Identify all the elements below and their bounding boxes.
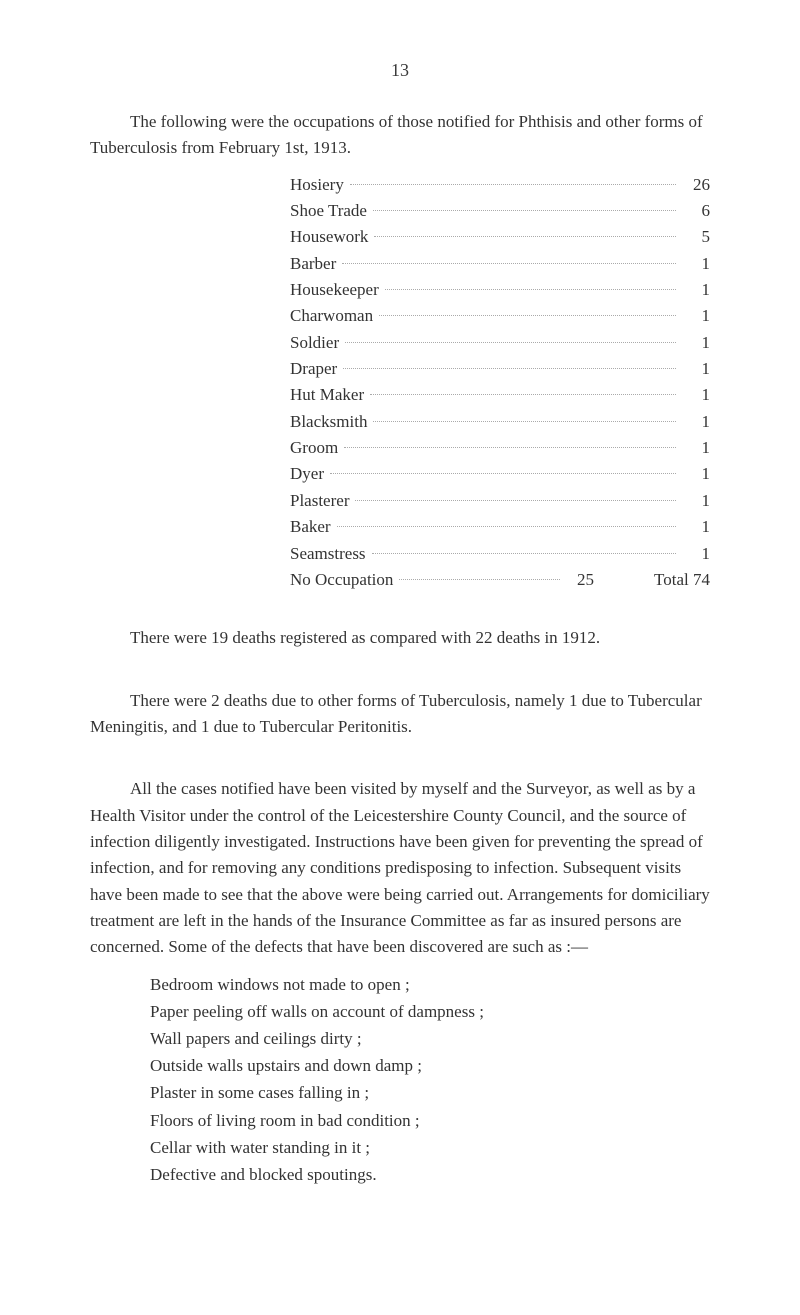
occupation-row: Housework 5: [290, 224, 710, 250]
intro-paragraph: The following were the occupations of th…: [90, 109, 710, 162]
occupation-count: 1: [682, 330, 710, 356]
dot-leaders: [345, 341, 676, 343]
deaths-registered-paragraph: There were 19 deaths registered as compa…: [90, 625, 710, 651]
occupation-count: 25: [566, 567, 594, 593]
dot-leaders: [337, 525, 676, 527]
other-forms-paragraph: There were 2 deaths due to other forms o…: [90, 688, 710, 741]
occupation-row: Dyer 1: [290, 461, 710, 487]
occupation-count: 1: [682, 461, 710, 487]
defect-item: Cellar with water standing in it ;: [150, 1134, 710, 1161]
occupation-row: Seamstress 1: [290, 541, 710, 567]
occupation-label: Plasterer: [290, 488, 349, 514]
occupation-row: Soldier 1: [290, 330, 710, 356]
defect-item: Outside walls upstairs and down damp ;: [150, 1052, 710, 1079]
occupation-count: 6: [682, 198, 710, 224]
occupation-count: 1: [682, 488, 710, 514]
occupation-row: Plasterer 1: [290, 488, 710, 514]
occupation-label: Draper: [290, 356, 337, 382]
dot-leaders: [374, 235, 676, 237]
occupation-label: Blacksmith: [290, 409, 367, 435]
occupation-count: 26: [682, 172, 710, 198]
occupation-row: Blacksmith 1: [290, 409, 710, 435]
occupations-list: Hosiery26Shoe Trade6Housework5Barber1Hou…: [290, 172, 710, 594]
page-number: 13: [90, 60, 710, 81]
occupation-label: Dyer: [290, 461, 324, 487]
occupation-label: Barber: [290, 251, 336, 277]
occupation-count: 1: [682, 356, 710, 382]
occupation-row: Hosiery 26: [290, 172, 710, 198]
occupation-row: Draper 1: [290, 356, 710, 382]
occupation-row: Shoe Trade 6: [290, 198, 710, 224]
occupations-total: Total 74: [654, 567, 710, 593]
occupation-count: 1: [682, 514, 710, 540]
occupation-count: 1: [682, 251, 710, 277]
occupation-count: 1: [682, 409, 710, 435]
occupation-label: Hosiery: [290, 172, 344, 198]
dot-leaders: [343, 367, 676, 369]
occupation-row: Groom 1: [290, 435, 710, 461]
occupation-label: Hut Maker: [290, 382, 364, 408]
dot-leaders: [373, 420, 676, 422]
dot-leaders: [385, 288, 676, 290]
occupation-row: Housekeeper 1: [290, 277, 710, 303]
defect-item: Plaster in some cases falling in ;: [150, 1079, 710, 1106]
occupation-count: 1: [682, 303, 710, 329]
occupation-count: 1: [682, 277, 710, 303]
occupation-row: Baker 1: [290, 514, 710, 540]
occupation-label: Groom: [290, 435, 338, 461]
dot-leaders: [330, 472, 676, 474]
defect-item: Wall papers and ceilings dirty ;: [150, 1025, 710, 1052]
dot-leaders: [379, 314, 676, 316]
occupation-label: Seamstress: [290, 541, 366, 567]
defect-item: Floors of living room in bad condition ;: [150, 1107, 710, 1134]
occupation-label: Soldier: [290, 330, 339, 356]
occupation-label: Baker: [290, 514, 331, 540]
dot-leaders: [342, 262, 676, 264]
dot-leaders: [370, 393, 676, 395]
dot-leaders: [399, 578, 560, 580]
occupation-row: No Occupation 25 Total 74: [290, 567, 710, 593]
dot-leaders: [355, 499, 676, 501]
occupation-count: 1: [682, 382, 710, 408]
dot-leaders: [350, 183, 676, 185]
document-page: 13 The following were the occupations of…: [0, 0, 800, 1315]
occupation-count: 1: [682, 435, 710, 461]
defect-item: Defective and blocked spoutings.: [150, 1161, 710, 1188]
occupation-row: Barber 1: [290, 251, 710, 277]
occupation-label: No Occupation: [290, 567, 393, 593]
occupation-row: Hut Maker 1: [290, 382, 710, 408]
occupation-count: 1: [682, 541, 710, 567]
defect-item: Paper peeling off walls on account of da…: [150, 998, 710, 1025]
occupation-label: Charwoman: [290, 303, 373, 329]
defect-item: Bedroom windows not made to open ;: [150, 971, 710, 998]
occupation-label: Shoe Trade: [290, 198, 367, 224]
occupation-label: Housework: [290, 224, 368, 250]
dot-leaders: [344, 446, 676, 448]
occupation-label: Housekeeper: [290, 277, 379, 303]
defects-list: Bedroom windows not made to open ;Paper …: [150, 971, 710, 1189]
dot-leaders: [373, 209, 676, 211]
dot-leaders: [372, 552, 676, 554]
occupation-count: 5: [682, 224, 710, 250]
occupation-row: Charwoman 1: [290, 303, 710, 329]
cases-paragraph: All the cases notified have been visited…: [90, 776, 710, 960]
